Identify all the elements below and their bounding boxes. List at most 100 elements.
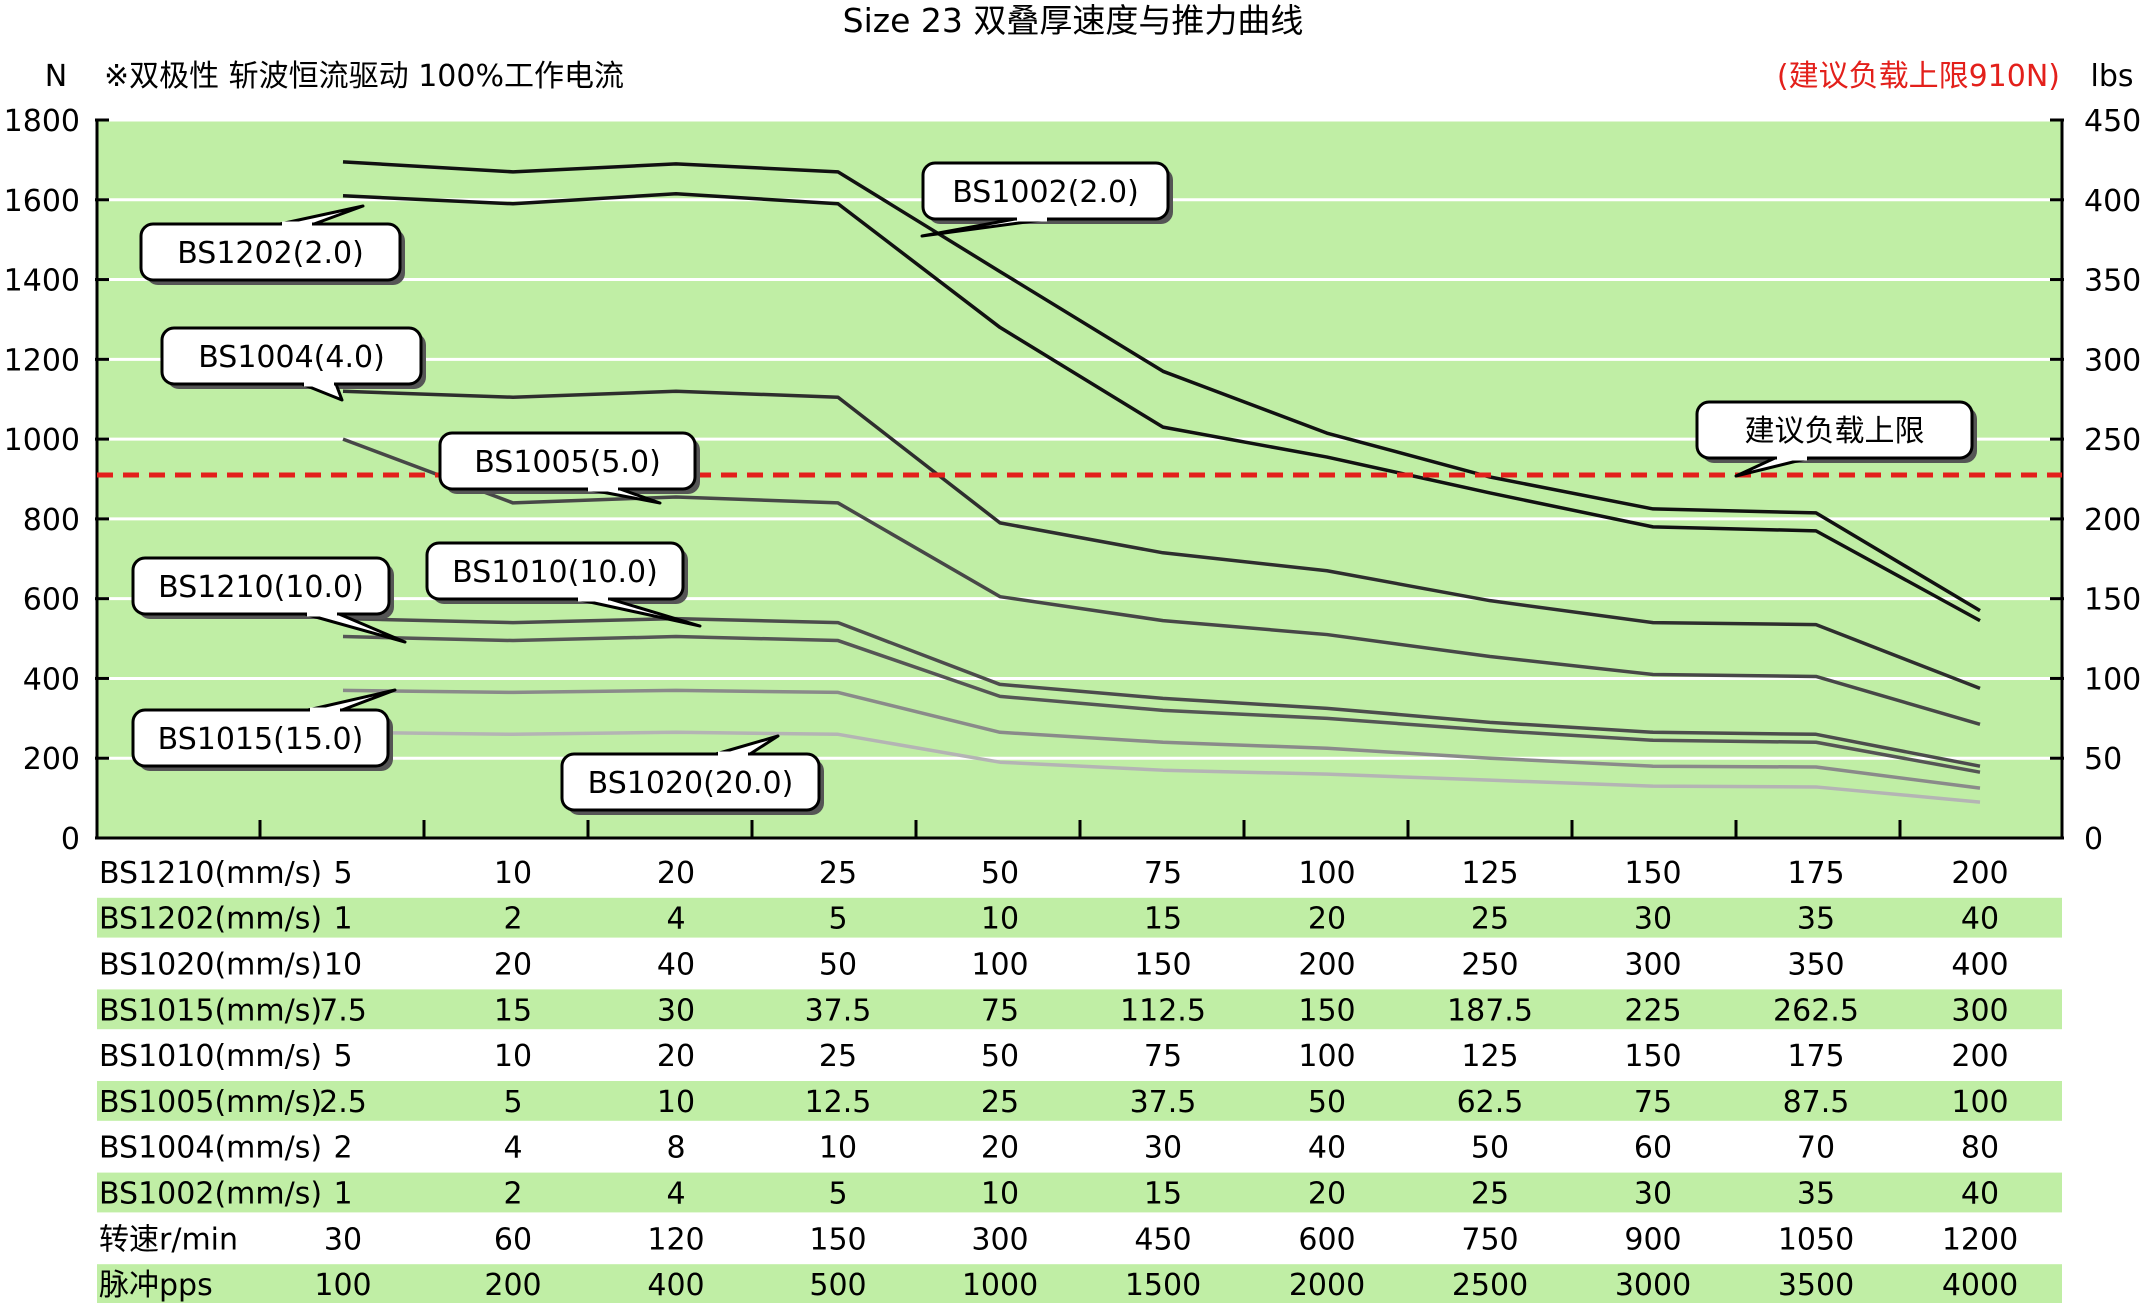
series-line — [342, 160, 1981, 613]
series-line — [342, 389, 1981, 691]
table-row-label: BS1020(mm/s) — [99, 948, 322, 983]
table-cell: 125 — [1461, 1039, 1518, 1074]
callout-box — [1695, 400, 1974, 460]
callout: 建议负载上限 — [1695, 400, 1977, 478]
table-cell: 5 — [333, 1039, 352, 1074]
table-cell: 3000 — [1615, 1268, 1691, 1303]
table-cell: 20 — [657, 856, 695, 891]
table-cell: 500 — [809, 1268, 866, 1303]
table-cell: 2500 — [1452, 1268, 1528, 1303]
table-cell: 150 — [1298, 993, 1355, 1028]
table-cell: 25 — [819, 856, 857, 891]
table-cell: 400 — [647, 1268, 704, 1303]
table-row-band — [97, 1081, 2062, 1121]
table-cell: 50 — [1308, 1085, 1346, 1120]
table-cell: 100 — [1298, 856, 1355, 891]
table-cell: 30 — [657, 993, 695, 1028]
table-cell: 20 — [494, 948, 532, 983]
table-cell: 70 — [1797, 1131, 1835, 1166]
series-line — [342, 192, 1981, 623]
table-cell: 200 — [1298, 948, 1355, 983]
table-cell: 187.5 — [1447, 993, 1533, 1028]
series-line — [342, 634, 1981, 774]
table-cell: 20 — [657, 1039, 695, 1074]
table-cell: 10 — [981, 902, 1019, 937]
table-cell: 150 — [1624, 1039, 1681, 1074]
table-cell: 100 — [314, 1268, 371, 1303]
table-cell: 15 — [1144, 1177, 1182, 1212]
callout: BS1002(2.0) — [920, 161, 1173, 238]
callout-label: 建议负载上限 — [1745, 414, 1925, 449]
table-cell: 2 — [333, 1131, 352, 1166]
table-cell: 25 — [819, 1039, 857, 1074]
y-right-tick-label: 0 — [2084, 822, 2103, 857]
table-cell: 125 — [1461, 856, 1518, 891]
table-cell: 4 — [666, 1177, 685, 1212]
table-row-band — [97, 989, 2062, 1030]
table-cell: 262.5 — [1773, 993, 1859, 1028]
table-cell: 100 — [1951, 1085, 2008, 1120]
table-cell: 7.5 — [319, 993, 367, 1028]
table-cell: 40 — [657, 948, 695, 983]
table-cell: 1 — [333, 902, 352, 937]
y-left-tick-label: 1000 — [4, 423, 80, 458]
table-cell: 4 — [503, 1131, 522, 1166]
table-row-band — [97, 1172, 2062, 1213]
table-cell: 40 — [1308, 1131, 1346, 1166]
y-left-unit: N — [45, 59, 67, 94]
callout-box — [160, 326, 423, 386]
table-cell: 225 — [1624, 993, 1681, 1028]
callout: BS1210(10.0) — [131, 556, 407, 644]
y-right-tick-label: 100 — [2084, 662, 2141, 697]
callout-label: BS1002(2.0) — [952, 175, 1139, 210]
series-line — [342, 437, 1981, 726]
series-line — [342, 688, 1981, 790]
table-row-label: BS1202(mm/s) — [99, 902, 322, 937]
table-cell: 30 — [1144, 1131, 1182, 1166]
y-left-tick-label: 0 — [61, 822, 80, 857]
y-left-tick-label: 600 — [23, 583, 80, 618]
y-right-tick-label: 450 — [2084, 104, 2141, 139]
table-cell: 10 — [494, 856, 532, 891]
table-cell: 75 — [1144, 1039, 1182, 1074]
table-row-label: BS1015(mm/s) — [99, 993, 322, 1028]
y-right-tick-label: 200 — [2084, 503, 2141, 538]
y-left-tick-label: 1600 — [4, 184, 80, 219]
table-cell: 1200 — [1942, 1222, 2018, 1257]
table-cell: 20 — [1308, 1177, 1346, 1212]
table-cell: 100 — [1298, 1039, 1355, 1074]
table-cell: 25 — [1471, 1177, 1509, 1212]
load-limit-note: (建议负载上限910N) — [1777, 59, 2060, 94]
table-cell: 35 — [1797, 1177, 1835, 1212]
table-cell: 25 — [981, 1085, 1019, 1120]
callout-label: BS1004(4.0) — [198, 340, 385, 375]
table-cell: 3500 — [1778, 1268, 1854, 1303]
table-cell: 35 — [1797, 902, 1835, 937]
series-line — [342, 730, 1981, 804]
table-row-label: 脉冲pps — [99, 1268, 213, 1303]
table-cell: 15 — [1144, 902, 1182, 937]
table-cell: 150 — [809, 1222, 866, 1257]
table-cell: 37.5 — [1130, 1085, 1197, 1120]
table-cell: 50 — [981, 856, 1019, 891]
plot-background — [97, 120, 2062, 838]
callout: BS1202(2.0) — [139, 204, 405, 285]
table-cell: 175 — [1787, 1039, 1844, 1074]
table-cell: 20 — [1308, 902, 1346, 937]
table-cell: 2 — [503, 1177, 522, 1212]
table-cell: 600 — [1298, 1222, 1355, 1257]
table-cell: 5 — [503, 1085, 522, 1120]
table-cell: 25 — [1471, 902, 1509, 937]
table-cell: 200 — [1951, 1039, 2008, 1074]
table-cell: 30 — [324, 1222, 362, 1257]
table-cell: 100 — [971, 948, 1028, 983]
table-cell: 10 — [981, 1177, 1019, 1212]
table-cell: 40 — [1961, 1177, 1999, 1212]
callout-label: BS1015(15.0) — [158, 722, 364, 757]
table-cell: 10 — [657, 1085, 695, 1120]
table-cell: 2000 — [1289, 1268, 1365, 1303]
table-cell: 1050 — [1778, 1222, 1854, 1257]
table-row-label: BS1010(mm/s) — [99, 1039, 322, 1074]
y-right-tick-label: 150 — [2084, 583, 2141, 618]
table-cell: 12.5 — [805, 1085, 872, 1120]
